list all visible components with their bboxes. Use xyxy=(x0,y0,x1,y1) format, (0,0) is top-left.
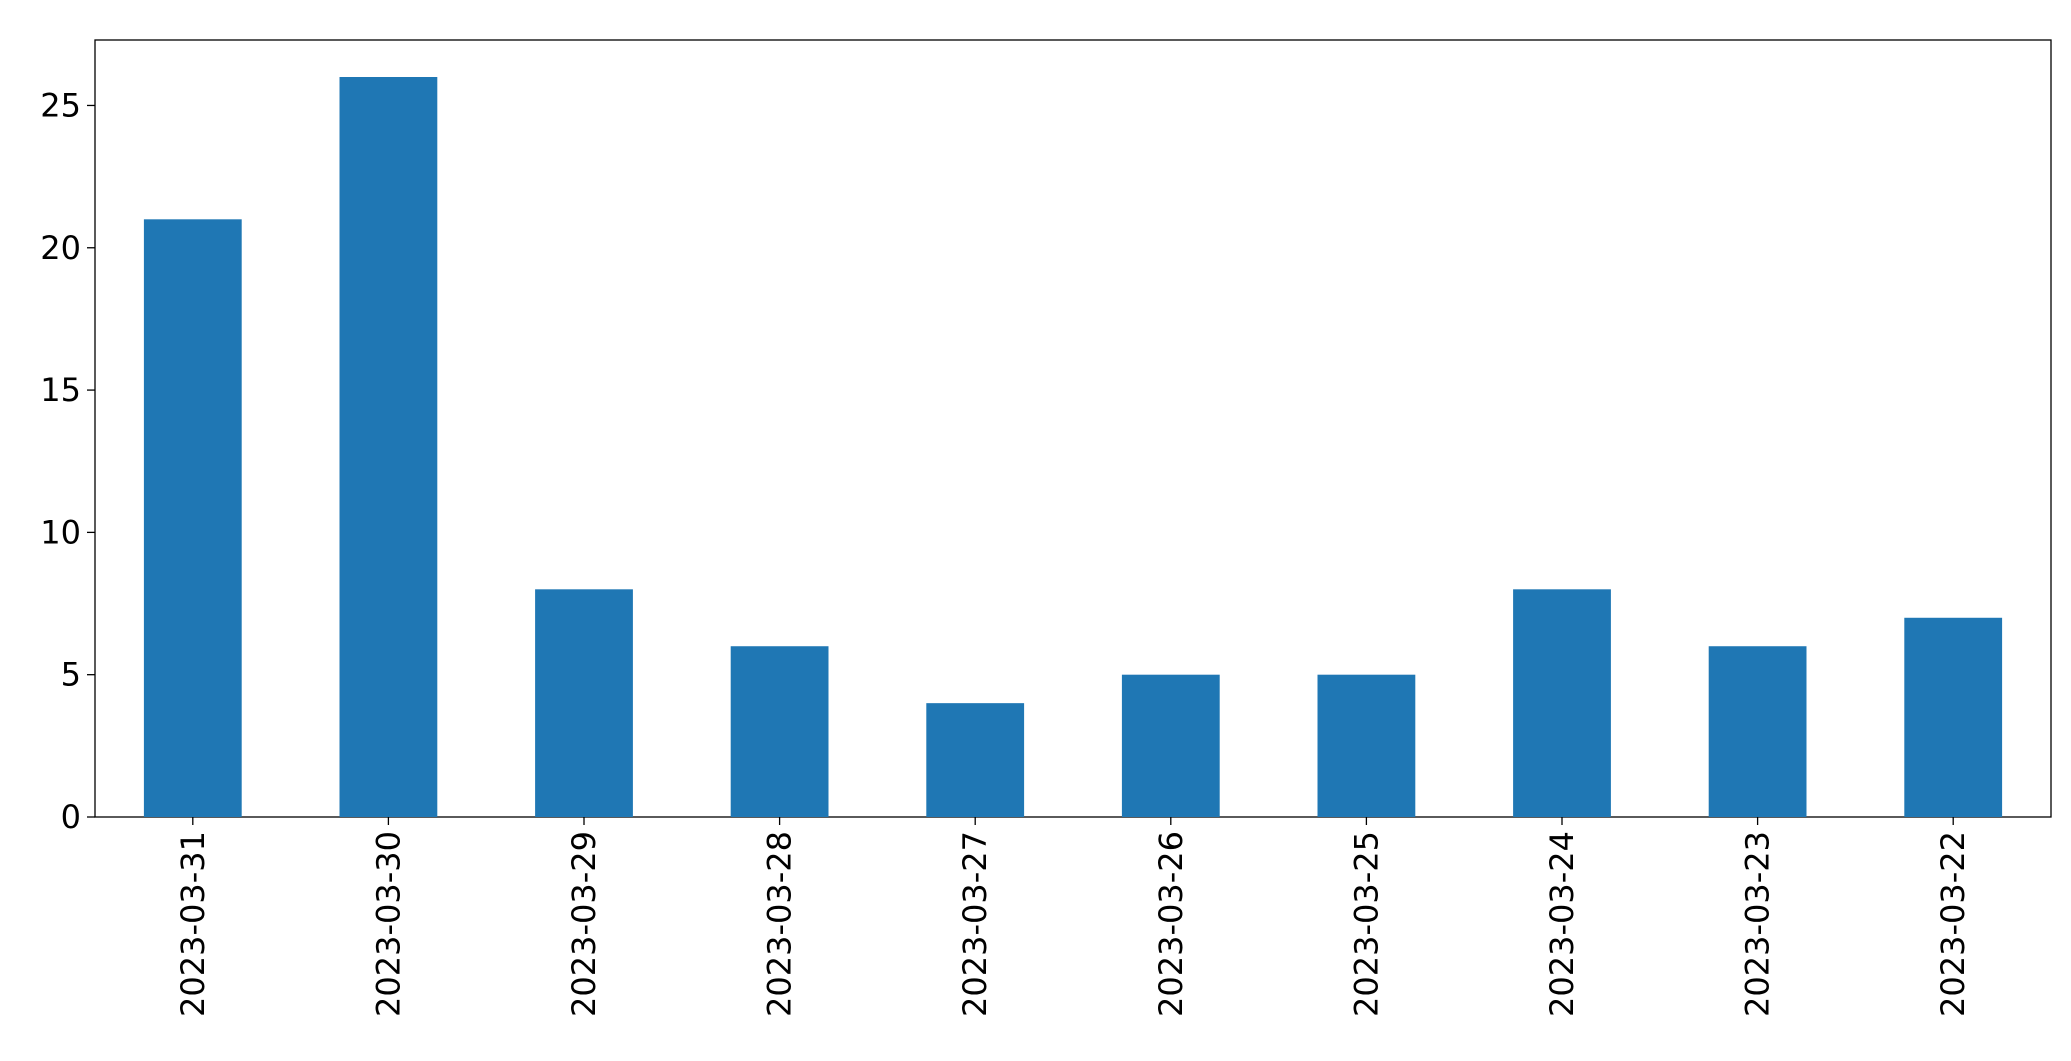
y-tick-label: 20 xyxy=(40,229,81,267)
bar xyxy=(926,703,1025,817)
plot-frame xyxy=(94,39,2052,818)
x-tick-label: 2023-03-26 xyxy=(1152,831,1190,1017)
y-tick-label: 25 xyxy=(40,86,81,124)
x-tick-label: 2023-03-27 xyxy=(956,831,994,1017)
bar xyxy=(339,77,438,817)
x-tick-label: 2023-03-22 xyxy=(1934,831,1972,1017)
x-tick-label: 2023-03-24 xyxy=(1543,831,1581,1017)
bar xyxy=(1708,646,1807,817)
bar xyxy=(1904,617,2003,817)
x-tick-label: 2023-03-23 xyxy=(1739,831,1777,1017)
bar xyxy=(730,646,829,817)
x-tick-label: 2023-03-28 xyxy=(761,831,799,1017)
y-tick-label: 5 xyxy=(61,656,81,694)
bar xyxy=(1121,674,1220,817)
bar xyxy=(1317,674,1416,817)
bar xyxy=(143,219,242,818)
y-tick-label: 0 xyxy=(61,798,81,836)
y-tick-label: 10 xyxy=(40,513,81,551)
x-tick-label: 2023-03-30 xyxy=(369,831,407,1017)
x-tick-label: 2023-03-25 xyxy=(1347,831,1385,1017)
bar xyxy=(1513,589,1611,817)
y-tick-label: 15 xyxy=(40,371,81,409)
x-tick-label: 2023-03-29 xyxy=(565,831,603,1017)
bar xyxy=(535,589,633,817)
x-tick-label: 2023-03-31 xyxy=(174,831,212,1017)
